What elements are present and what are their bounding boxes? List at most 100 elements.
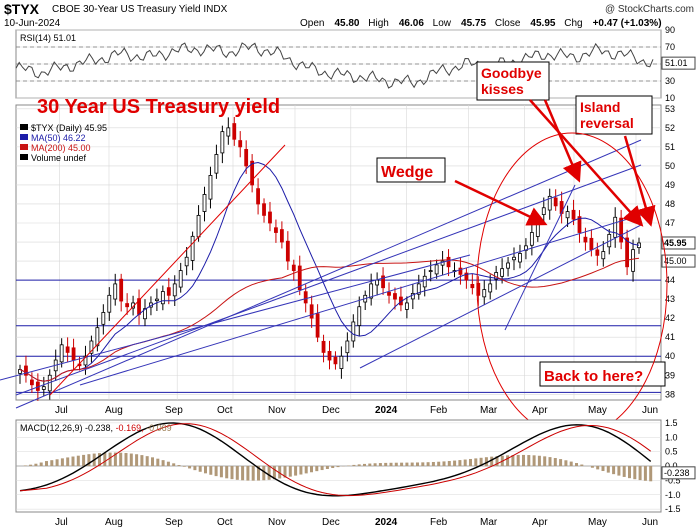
candle-body (518, 253, 522, 263)
island-label-line1: Island (580, 99, 620, 115)
candle-body (202, 194, 207, 212)
price-x-tick-label: Jul (55, 405, 68, 416)
macd-histogram-bar (543, 456, 547, 466)
candle-body (375, 279, 380, 286)
rsi-last-value-box (661, 56, 696, 70)
stockcharts-brand[interactable]: @ StockCharts.com (604, 4, 694, 15)
legend-item: MA(50) 46.22 (31, 133, 86, 143)
close-value: 45.95 (530, 18, 556, 29)
macd-histogram-bar (246, 466, 250, 481)
macd-histogram-bar (45, 461, 48, 466)
candle-body (393, 293, 397, 300)
candle-body (595, 249, 600, 256)
candle-body (339, 355, 344, 369)
macd-histogram-bar (479, 457, 483, 466)
macd-histogram-bar (299, 466, 303, 475)
macd-histogram-bar (304, 466, 308, 474)
candle-body (95, 327, 100, 347)
macd-histogram-bar (363, 463, 366, 466)
candle-body (238, 140, 243, 148)
macd-histogram-bar (389, 462, 393, 466)
candle-body (208, 175, 213, 200)
macd-histogram-bar (357, 464, 361, 466)
macd-histogram-bar (50, 460, 54, 466)
macd-histogram-bar (66, 457, 70, 466)
rsi-tick-label: 10 (665, 93, 675, 103)
macd-tick-label: 1.0 (665, 432, 678, 442)
candle-body (571, 209, 576, 220)
macd-histogram-bar (633, 466, 637, 480)
candle-body (262, 203, 266, 216)
price-tick-label: 49 (665, 180, 675, 190)
macd-histogram-bar (463, 459, 467, 466)
macd-tick-label: -1.5 (665, 504, 681, 514)
macd-histogram-bar (209, 466, 213, 475)
macd-histogram-bar (166, 461, 170, 466)
macd-histogram-bar (325, 466, 329, 470)
candle-body (59, 344, 64, 363)
candle-body (434, 264, 439, 275)
macd-histogram-bar (638, 466, 642, 481)
macd-tick-label: -0.5 (665, 475, 681, 485)
macd-histogram-bar (124, 453, 128, 466)
macd-histogram-bar (188, 466, 192, 469)
macd-histogram-bar (352, 464, 356, 466)
candle-body (369, 283, 374, 299)
macd-line (19, 422, 652, 497)
macd-histogram-bar (55, 459, 59, 466)
macd-histogram-bar (161, 460, 165, 466)
macd-histogram-bar (172, 463, 176, 466)
candle-body (178, 270, 183, 288)
candle-body (351, 321, 356, 342)
candle-body (553, 197, 558, 207)
wedge-label: Wedge (381, 164, 433, 181)
price-x-tick-label: May (588, 405, 607, 416)
candle-body (547, 195, 552, 211)
price-summary: Open 45.80 High 46.06 Low 45.75 Close 45.95 … (300, 18, 662, 29)
back-label-box (539, 361, 666, 387)
candle-body (482, 289, 487, 298)
candle-body (315, 313, 320, 338)
wedge-label-box (376, 157, 446, 183)
high-value: 46.06 (398, 18, 424, 29)
macd-histogram-bar (394, 462, 398, 466)
ticker-name: CBOE 30-Year US Treasury Yield INDX (52, 4, 228, 15)
macd-histogram-bar (532, 455, 536, 466)
legend-swatch (20, 134, 28, 140)
price-x-tick-label: Sep (165, 405, 183, 416)
macd-histogram-bar (283, 466, 287, 478)
candle-body (297, 265, 302, 291)
macd-histogram-bar (516, 454, 520, 466)
macd-histogram-bar (193, 466, 197, 471)
ticker-symbol: $TYX (4, 1, 40, 17)
macd-label: MACD(12,26,9) -0.238, -0.169, -0.069 (20, 423, 172, 433)
macd-signal-line (19, 423, 651, 497)
macd-histogram-bar (267, 466, 271, 480)
macd-histogram-bar (87, 454, 91, 466)
candle-body (107, 294, 112, 313)
macd-histogram-bar (219, 466, 223, 478)
legend-swatch (20, 124, 28, 130)
macd-histogram-bar (548, 457, 552, 466)
candle-body (464, 272, 469, 281)
macd-histogram-bar (204, 466, 207, 474)
candle-body (529, 232, 534, 246)
macd-histogram-bar (400, 462, 404, 466)
candle-body (119, 278, 124, 302)
macd-histogram-bar (82, 454, 86, 466)
goodbye-label-line1: Goodbye (481, 65, 542, 81)
wedge-lower-line (504, 184, 576, 331)
macd-histogram-bar (426, 462, 430, 466)
macd-histogram-bar (559, 459, 563, 466)
price-x-tick-label: Mar (480, 405, 498, 416)
candle-body (256, 188, 260, 205)
red-parabolic-curve (49, 144, 286, 396)
candle-body (422, 275, 427, 288)
rsi-label: RSI(14) 51.01 (20, 33, 76, 43)
macd-histogram-bar (378, 463, 382, 466)
goodbye-label-box (476, 61, 550, 101)
macd-histogram-bar (98, 453, 101, 466)
candle-body (125, 303, 130, 308)
candle-body (184, 256, 189, 267)
price-value-box (661, 236, 696, 250)
